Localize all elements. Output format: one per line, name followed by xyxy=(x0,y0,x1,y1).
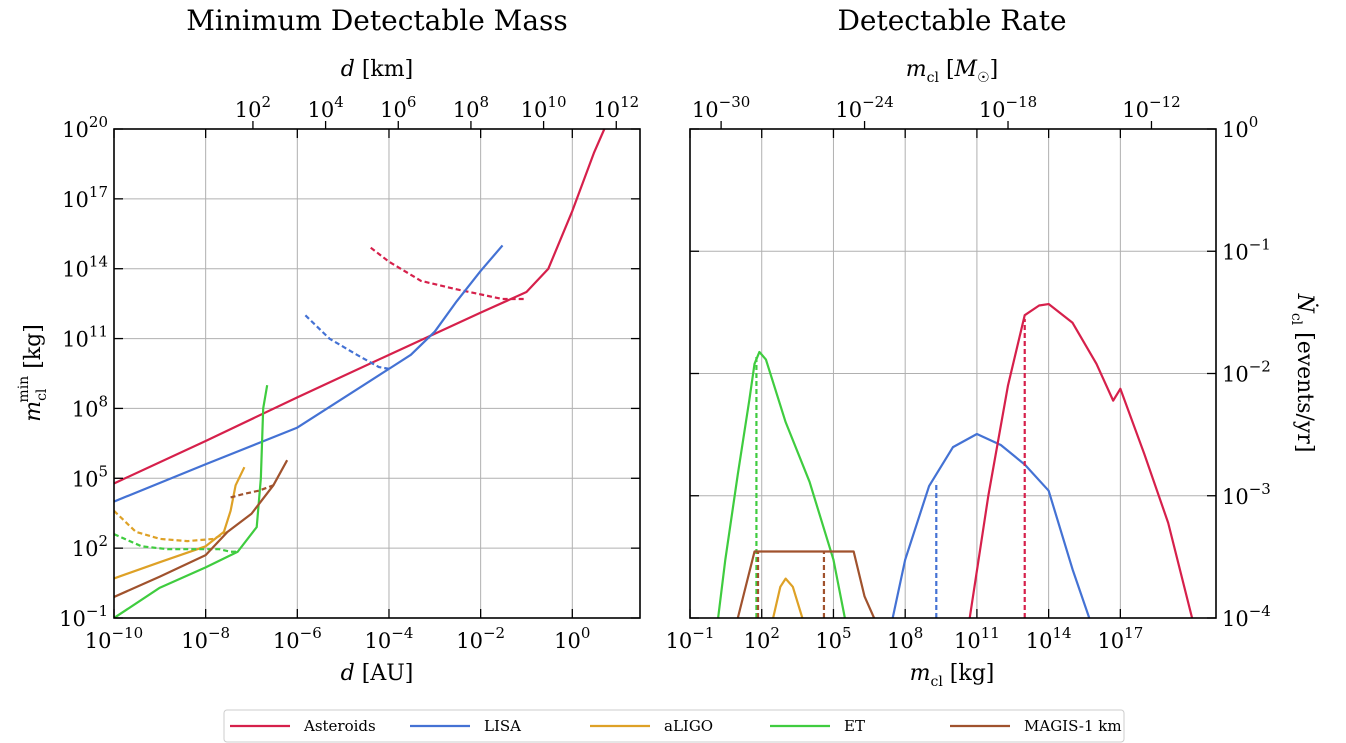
mass-top-tick-label: 106 xyxy=(380,93,416,122)
mass-y-tick-label: 1020 xyxy=(62,113,108,142)
rate-series-magis-1-km-line xyxy=(736,550,876,618)
rate-x-tick-label: 10−1 xyxy=(666,624,715,653)
rate-x-tick-label: 105 xyxy=(815,624,851,653)
mass-panel: Minimum Detectable Mass d [km] d [AU] mc… xyxy=(16,4,641,686)
rate-panel-frame xyxy=(689,128,1217,619)
mass-top-tick-label: 108 xyxy=(453,93,489,122)
mass-series-lisa-dashed xyxy=(304,314,390,370)
mass-y-tick-label: 1014 xyxy=(62,253,108,282)
rate-panel-x-axis-label: mcl [kg] xyxy=(910,661,995,690)
rate-series-group xyxy=(717,302,1194,618)
rate-top-tick-label: 10−12 xyxy=(1122,93,1180,122)
rate-top-tick-label: 10−18 xyxy=(979,93,1037,122)
mass-series-lisa-line xyxy=(114,244,504,503)
rate-top-tick-label: 10−30 xyxy=(692,93,750,122)
rate-y-tick-label: 100 xyxy=(1222,113,1258,142)
rate-panel-title: Detectable Rate xyxy=(837,4,1066,37)
mass-panel-title: Minimum Detectable Mass xyxy=(186,4,568,37)
rate-x-tick-label: 1014 xyxy=(1026,624,1072,653)
mass-series-et-line xyxy=(114,384,269,618)
mass-panel-frame xyxy=(113,128,641,619)
rate-series-aligo-line xyxy=(772,577,804,618)
rate-series-et-line xyxy=(717,350,846,618)
mass-series-asteroids-dashed xyxy=(370,246,527,301)
rate-series-asteroids-line xyxy=(968,302,1194,618)
mass-x-tick-label: 10−10 xyxy=(85,624,143,653)
mass-series-magis-1-km-dashed xyxy=(230,484,274,499)
rate-y-tick-label: 10−3 xyxy=(1222,480,1271,509)
rate-panel-y-axis-label: Ṅcl [events/yr] xyxy=(1288,293,1319,453)
mass-panel-x-axis-label: d [AU] xyxy=(341,661,414,686)
legend-label-aligo: aLIGO xyxy=(664,717,713,735)
rate-x-tick-label: 108 xyxy=(887,624,923,653)
mass-x-tick-label: 10−8 xyxy=(181,624,230,653)
legend-label-lisa: LISA xyxy=(484,717,521,735)
rate-x-tick-label: 1011 xyxy=(954,624,1000,653)
legend-label-magis-1-km: MAGIS-1 km xyxy=(1024,717,1122,735)
mass-x-tick-label: 10−4 xyxy=(365,624,414,653)
legend-label-et: ET xyxy=(844,717,865,735)
mass-top-tick-label: 104 xyxy=(307,93,343,122)
rate-series-lisa-line xyxy=(891,432,1091,618)
mass-y-tick-label: 1017 xyxy=(62,183,108,212)
mass-y-tick-label: 10−1 xyxy=(59,602,108,631)
rate-x-tick-label: 102 xyxy=(744,624,780,653)
legend-box xyxy=(223,709,1125,743)
mass-panel-grid xyxy=(113,128,640,619)
mass-y-tick-label: 102 xyxy=(72,532,108,561)
rate-panel-top-axis-label: mcl [M☉] xyxy=(906,57,998,86)
legend-label-asteroids: Asteroids xyxy=(303,717,376,735)
mass-top-tick-label: 1010 xyxy=(521,93,567,122)
legend: Asteroids LISA aLIGO ET MAGIS-1 km xyxy=(223,709,1125,743)
mass-panel-y-axis-label: mclmin [kg] xyxy=(16,324,50,422)
rate-y-tick-label: 10−2 xyxy=(1222,358,1271,387)
mass-x-tick-label: 10−6 xyxy=(273,624,322,653)
mass-x-tick-label: 10−2 xyxy=(456,624,505,653)
mass-y-tick-label: 105 xyxy=(72,462,108,491)
mass-top-tick-label: 1012 xyxy=(593,93,639,122)
mass-x-tick-label: 100 xyxy=(554,624,590,653)
rate-top-tick-label: 10−24 xyxy=(835,93,893,122)
rate-panel-ticks: 10−1 102 105 108 1011 1014 1017 10−4 10−3 10−2 10−… xyxy=(666,93,1271,653)
mass-series-et-dashed xyxy=(114,533,238,553)
mass-panel-series xyxy=(114,129,606,618)
rate-y-tick-label: 10−4 xyxy=(1222,602,1271,631)
mass-series-aligo-line xyxy=(114,466,246,580)
rate-x-tick-label: 1017 xyxy=(1097,624,1143,653)
mass-top-tick-label: 102 xyxy=(235,93,271,122)
mass-y-tick-label: 1011 xyxy=(62,323,108,352)
rate-panel: Detectable Rate mcl [M☉] mcl [kg] Ṅcl [e… xyxy=(666,4,1319,690)
mass-panel-top-axis-label: d [km] xyxy=(341,57,413,82)
rate-panel-grid xyxy=(689,128,1216,619)
mass-series-group xyxy=(114,129,606,618)
mass-series-aligo-dashed xyxy=(114,510,229,543)
mass-panel-ticks: 10−10 10−8 10−6 10−4 10−2 100 10−1 102 105 108 101… xyxy=(59,93,640,653)
rate-panel-series xyxy=(717,302,1194,618)
rate-y-tick-label: 10−1 xyxy=(1222,235,1271,264)
mass-y-tick-label: 108 xyxy=(72,392,108,421)
mass-series-asteroids-line xyxy=(114,129,606,485)
